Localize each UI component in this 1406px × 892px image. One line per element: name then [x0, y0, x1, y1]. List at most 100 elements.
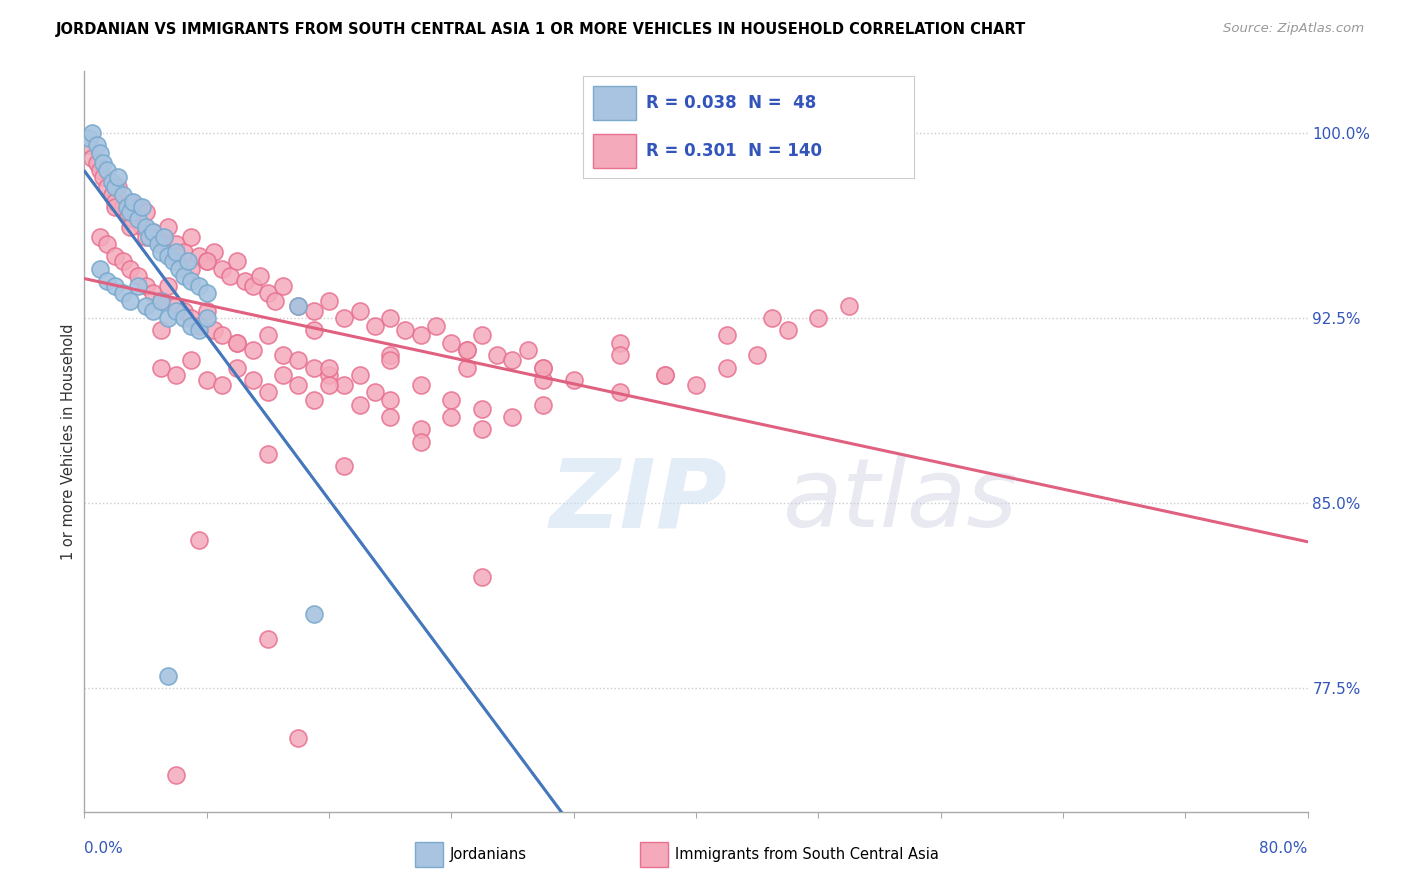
Point — [776, 323, 799, 337]
Point — [471, 570, 494, 584]
Point — [318, 368, 340, 382]
Point — [127, 200, 149, 214]
Point — [188, 279, 211, 293]
Point — [120, 219, 142, 234]
Point — [531, 373, 554, 387]
Point — [165, 299, 187, 313]
Point — [456, 343, 478, 358]
Point — [364, 318, 387, 333]
Point — [302, 607, 325, 622]
Point — [104, 249, 127, 263]
Point — [440, 392, 463, 407]
Point — [149, 237, 172, 252]
Point — [471, 328, 494, 343]
Point — [287, 299, 309, 313]
Point — [135, 229, 157, 244]
Point — [838, 299, 860, 313]
Point — [77, 138, 100, 153]
Point — [257, 447, 280, 461]
Text: 80.0%: 80.0% — [1260, 841, 1308, 856]
Point — [349, 368, 371, 382]
Text: Jordanians: Jordanians — [450, 847, 527, 862]
Point — [471, 422, 494, 436]
Text: JORDANIAN VS IMMIGRANTS FROM SOUTH CENTRAL ASIA 1 OR MORE VEHICLES IN HOUSEHOLD : JORDANIAN VS IMMIGRANTS FROM SOUTH CENTR… — [56, 22, 1026, 37]
Point — [233, 274, 256, 288]
Point — [409, 434, 432, 449]
Point — [165, 249, 187, 263]
Point — [531, 360, 554, 375]
Point — [91, 155, 114, 169]
Point — [91, 170, 114, 185]
Point — [115, 205, 138, 219]
Point — [188, 533, 211, 548]
Point — [80, 151, 103, 165]
Point — [364, 385, 387, 400]
Point — [202, 244, 225, 259]
Point — [195, 303, 218, 318]
Point — [609, 335, 631, 350]
Point — [654, 368, 676, 382]
Point — [257, 632, 280, 646]
Point — [195, 254, 218, 268]
Point — [211, 261, 233, 276]
Point — [104, 279, 127, 293]
Point — [425, 318, 447, 333]
Point — [747, 348, 769, 362]
Point — [120, 293, 142, 308]
Point — [287, 731, 309, 745]
Point — [257, 328, 280, 343]
Point — [180, 353, 202, 368]
Point — [380, 353, 402, 368]
Point — [127, 279, 149, 293]
Point — [111, 254, 134, 268]
Point — [226, 254, 249, 268]
Point — [167, 261, 190, 276]
Text: R = 0.301  N = 140: R = 0.301 N = 140 — [647, 142, 823, 160]
Point — [96, 163, 118, 178]
Point — [104, 195, 127, 210]
Point — [165, 237, 187, 252]
Point — [149, 360, 172, 375]
Point — [107, 170, 129, 185]
Point — [115, 200, 138, 214]
Point — [138, 229, 160, 244]
Point — [180, 318, 202, 333]
Point — [89, 163, 111, 178]
Point — [380, 409, 402, 424]
Point — [257, 385, 280, 400]
Point — [380, 348, 402, 362]
Point — [264, 293, 287, 308]
Point — [271, 348, 294, 362]
Point — [149, 293, 172, 308]
Text: atlas: atlas — [782, 454, 1017, 548]
Point — [142, 303, 165, 318]
Point — [211, 328, 233, 343]
Point — [502, 353, 524, 368]
Point — [302, 360, 325, 375]
Point — [120, 195, 142, 210]
Point — [89, 261, 111, 276]
Point — [195, 373, 218, 387]
Point — [131, 219, 153, 234]
Point — [127, 269, 149, 284]
Point — [609, 385, 631, 400]
Point — [349, 303, 371, 318]
Point — [226, 335, 249, 350]
Point — [180, 274, 202, 288]
Point — [716, 328, 738, 343]
Point — [226, 335, 249, 350]
Point — [96, 237, 118, 252]
Point — [142, 225, 165, 239]
Point — [562, 373, 585, 387]
Point — [157, 311, 180, 326]
Point — [111, 286, 134, 301]
Point — [302, 303, 325, 318]
Text: ZIP: ZIP — [550, 454, 727, 548]
Point — [80, 126, 103, 140]
Point — [380, 392, 402, 407]
Point — [271, 279, 294, 293]
Point — [104, 180, 127, 194]
Point — [287, 353, 309, 368]
Point — [86, 155, 108, 169]
Point — [127, 212, 149, 227]
